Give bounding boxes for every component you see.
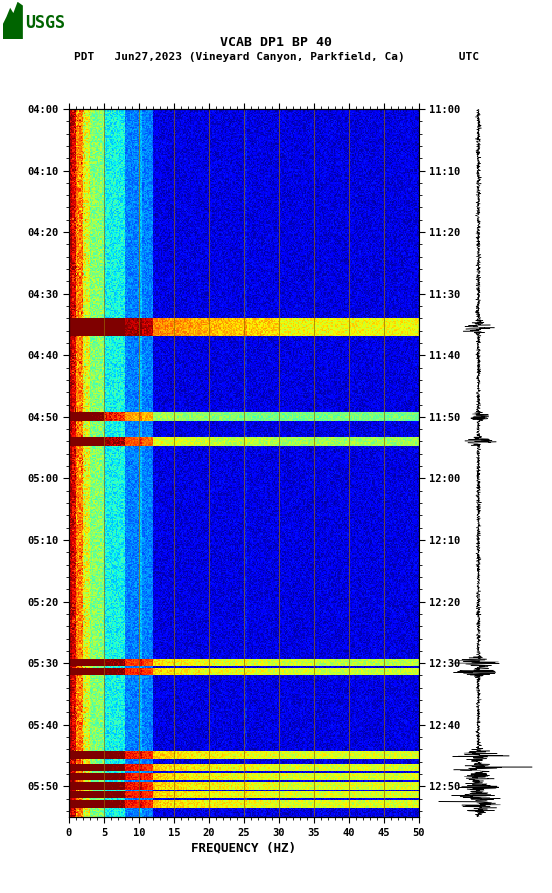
- Polygon shape: [3, 2, 23, 39]
- Text: VCAB DP1 BP 40: VCAB DP1 BP 40: [220, 36, 332, 49]
- Text: USGS: USGS: [25, 13, 66, 32]
- Text: PDT   Jun27,2023 (Vineyard Canyon, Parkfield, Ca)        UTC: PDT Jun27,2023 (Vineyard Canyon, Parkfie…: [73, 52, 479, 62]
- X-axis label: FREQUENCY (HZ): FREQUENCY (HZ): [192, 842, 296, 855]
